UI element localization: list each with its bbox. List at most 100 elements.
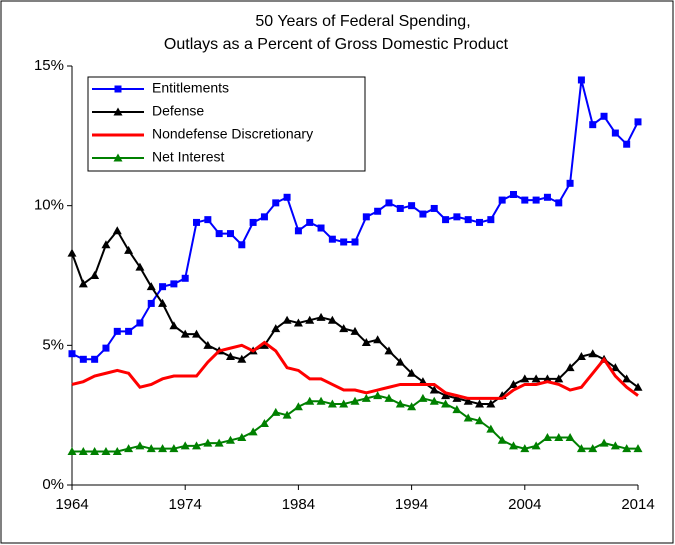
data-point bbox=[384, 393, 394, 402]
data-point bbox=[565, 433, 575, 442]
data-point bbox=[361, 338, 371, 347]
data-point bbox=[622, 444, 632, 453]
data-point bbox=[589, 121, 597, 129]
data-point bbox=[407, 402, 417, 411]
data-point bbox=[214, 438, 224, 447]
data-point bbox=[610, 363, 620, 372]
data-point bbox=[509, 190, 517, 198]
x-tick-label: 2004 bbox=[508, 496, 541, 513]
data-point bbox=[125, 327, 133, 335]
data-point bbox=[487, 216, 495, 224]
data-point bbox=[384, 346, 394, 355]
data-point bbox=[542, 374, 552, 383]
data-point bbox=[294, 227, 302, 235]
legend-label: Nondefense Discretionary bbox=[152, 126, 313, 142]
data-point bbox=[327, 399, 337, 408]
data-point bbox=[203, 438, 213, 447]
data-point bbox=[441, 399, 451, 408]
data-point bbox=[633, 444, 643, 453]
data-point bbox=[340, 238, 348, 246]
data-point bbox=[508, 441, 518, 450]
data-point bbox=[442, 216, 450, 224]
data-point bbox=[293, 318, 303, 327]
series-line bbox=[71, 340, 639, 400]
data-point bbox=[146, 282, 156, 291]
data-point bbox=[577, 76, 585, 84]
data-point bbox=[317, 224, 325, 232]
legend-marker bbox=[114, 85, 122, 93]
data-point bbox=[476, 218, 484, 226]
data-point bbox=[158, 444, 168, 453]
data-point bbox=[554, 374, 564, 383]
data-point bbox=[554, 433, 564, 442]
data-point bbox=[520, 444, 530, 453]
data-point bbox=[531, 374, 541, 383]
data-point bbox=[159, 283, 167, 291]
data-point bbox=[520, 374, 530, 383]
data-point bbox=[634, 118, 642, 126]
data-point bbox=[396, 204, 404, 212]
data-point bbox=[135, 441, 145, 450]
data-point bbox=[622, 374, 632, 383]
data-point bbox=[498, 196, 506, 204]
data-point bbox=[430, 204, 438, 212]
data-point bbox=[293, 402, 303, 411]
data-point bbox=[508, 379, 518, 388]
data-point bbox=[633, 382, 643, 391]
data-point bbox=[475, 399, 485, 408]
data-point bbox=[282, 315, 292, 324]
data-point bbox=[576, 444, 586, 453]
data-point bbox=[599, 438, 609, 447]
data-point bbox=[316, 396, 326, 405]
data-point bbox=[429, 385, 439, 394]
y-tick-label: 5% bbox=[42, 336, 64, 353]
data-point bbox=[305, 315, 315, 324]
data-point bbox=[112, 226, 122, 235]
data-point bbox=[135, 262, 145, 271]
data-point bbox=[78, 446, 88, 455]
data-point bbox=[283, 193, 291, 201]
data-point bbox=[215, 230, 223, 238]
data-point bbox=[204, 216, 212, 224]
data-point bbox=[565, 363, 575, 372]
data-point bbox=[385, 199, 393, 207]
data-point bbox=[237, 354, 247, 363]
data-point bbox=[102, 344, 110, 352]
y-tick-label: 15% bbox=[34, 57, 64, 74]
data-point bbox=[419, 210, 427, 218]
data-point bbox=[463, 413, 473, 422]
x-tick-label: 1984 bbox=[282, 496, 315, 513]
data-point bbox=[169, 444, 179, 453]
data-point bbox=[408, 202, 416, 210]
x-tick-label: 1974 bbox=[169, 496, 202, 513]
data-point bbox=[124, 245, 134, 254]
x-tick-label: 2014 bbox=[621, 496, 654, 513]
data-point bbox=[351, 238, 359, 246]
data-point bbox=[542, 433, 552, 442]
data-point bbox=[237, 433, 247, 442]
data-point bbox=[453, 213, 461, 221]
data-point bbox=[362, 213, 370, 221]
data-point bbox=[180, 441, 190, 450]
data-point bbox=[486, 424, 496, 433]
data-point bbox=[486, 399, 496, 408]
y-tick-label: 0% bbox=[42, 476, 64, 493]
legend-marker bbox=[113, 107, 123, 116]
data-point bbox=[576, 352, 586, 361]
data-point bbox=[395, 357, 405, 366]
data-point bbox=[328, 235, 336, 243]
data-point bbox=[339, 399, 349, 408]
data-point bbox=[181, 274, 189, 282]
x-tick-label: 1994 bbox=[395, 496, 428, 513]
data-point bbox=[146, 444, 156, 453]
data-point bbox=[180, 329, 190, 338]
data-point bbox=[305, 396, 315, 405]
data-point bbox=[395, 399, 405, 408]
data-point bbox=[170, 280, 178, 288]
x-tick-label: 1964 bbox=[55, 496, 88, 513]
data-point bbox=[225, 435, 235, 444]
data-point bbox=[373, 391, 383, 400]
data-point bbox=[78, 279, 88, 288]
data-point bbox=[373, 335, 383, 344]
